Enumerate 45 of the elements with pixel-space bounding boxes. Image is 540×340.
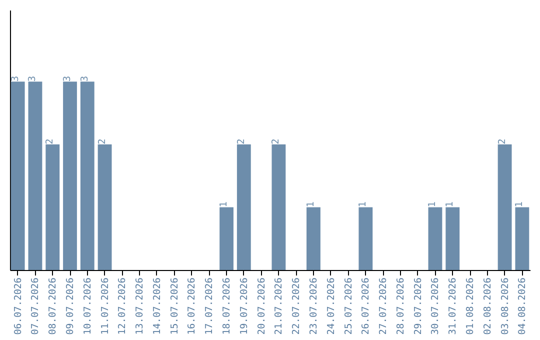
data-label: 1 (444, 201, 456, 208)
x-tick-label: 08.07.2026 (48, 277, 59, 335)
data-label: 3 (79, 76, 90, 82)
x-tick-label: 06.07.2026 (12, 277, 24, 335)
x-tick-label: 30.07.2026 (430, 277, 442, 335)
x-tick-label: 22.07.2026 (291, 277, 302, 335)
x-tick-label: 15.07.2026 (169, 277, 180, 335)
x-tick-label: 19.07.2026 (238, 277, 250, 335)
x-tick-label: 11.07.2026 (100, 277, 111, 335)
data-label: 2 (44, 138, 56, 144)
x-tick-label: 28.07.2026 (395, 277, 406, 335)
x-tick-label: 03.08.2026 (500, 277, 511, 335)
x-tick-label: 18.07.2026 (222, 277, 233, 335)
x-tick-label: 21.07.2026 (274, 277, 285, 335)
data-label: 3 (62, 76, 73, 82)
data-label: 2 (96, 138, 108, 144)
x-tick-label: 10.07.2026 (82, 277, 94, 335)
x-tick-label: 27.07.2026 (378, 277, 390, 335)
x-tick-label: 12.07.2026 (117, 277, 128, 335)
data-label: 2 (496, 138, 508, 144)
x-tick-label: 25.07.2026 (343, 277, 354, 335)
x-tick-label: 24.07.2026 (326, 277, 337, 335)
data-label: 1 (427, 201, 438, 208)
data-label: 2 (236, 138, 247, 144)
data-label: 1 (514, 201, 526, 208)
x-tick-label: 14.07.2026 (152, 277, 163, 335)
x-tick-label: 26.07.2026 (360, 277, 372, 335)
x-tick-label: 09.07.2026 (65, 277, 76, 335)
x-tick-label: 31.07.2026 (448, 277, 459, 335)
data-label: 3 (27, 76, 38, 82)
x-tick-label: 20.07.2026 (256, 277, 268, 335)
x-tick-label: 04.08.2026 (517, 277, 528, 335)
x-tick-label: 02.08.2026 (482, 277, 494, 335)
data-label: 1 (218, 201, 230, 208)
x-tick-label: 29.07.2026 (412, 277, 424, 335)
data-label: 1 (305, 201, 316, 208)
x-tick-label: 13.07.2026 (134, 277, 146, 335)
x-tick-label: 01.08.2026 (465, 277, 476, 335)
x-tick-label: 23.07.2026 (308, 277, 320, 335)
x-tick-label: 07.07.2026 (30, 277, 42, 335)
x-tick-label: 17.07.2026 (204, 277, 216, 335)
data-label: 3 (10, 76, 21, 82)
data-label: 2 (270, 138, 282, 144)
x-tick-label: 16.07.2026 (186, 277, 198, 335)
data-label: 1 (358, 201, 369, 208)
